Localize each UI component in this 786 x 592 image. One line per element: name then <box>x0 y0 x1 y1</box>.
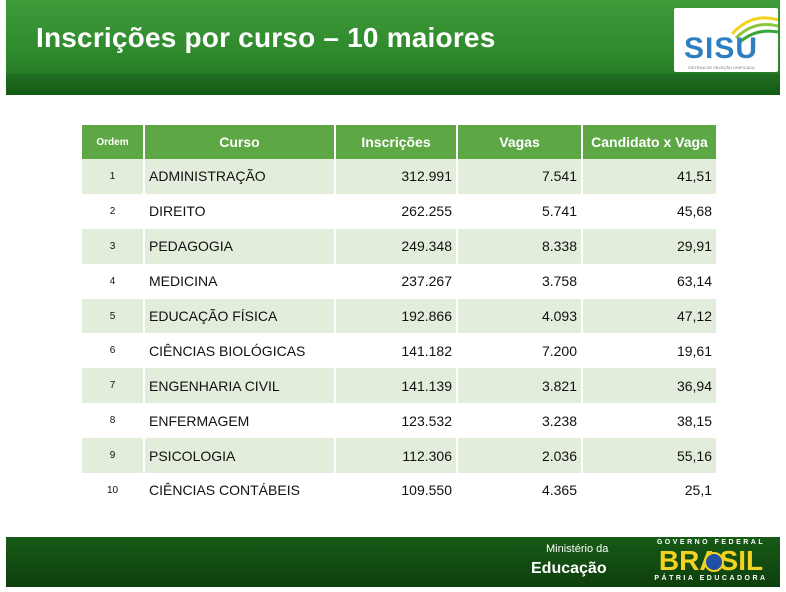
cell-curso: PSICOLOGIA <box>144 438 336 474</box>
cell-inscricoes: 237.267 <box>335 263 458 299</box>
cell-candidato-vaga: 63,14 <box>582 263 716 299</box>
cell-curso: CIÊNCIAS BIOLÓGICAS <box>144 333 336 369</box>
table-row: 5 EDUCAÇÃO FÍSICA 192.866 4.093 47,12 <box>82 298 716 334</box>
cell-candidato-vaga: 36,94 <box>582 368 716 404</box>
cell-inscricoes: 249.348 <box>335 228 458 264</box>
cell-inscricoes: 192.866 <box>335 298 458 334</box>
inscricoes-table: Ordem Curso Inscrições Vagas Candidato x… <box>82 125 716 508</box>
brasil-logo: GOVERNO FEDERAL BRASIL PÁTRIA EDUCADORA <box>646 539 776 584</box>
sisu-logo-subtitle: SISTEMA DE SELEÇÃO UNIFICADA <box>688 65 755 70</box>
sisu-logo: SISU SISTEMA DE SELEÇÃO UNIFICADA <box>674 8 778 72</box>
cell-vagas: 7.541 <box>457 159 583 194</box>
cell-candidato-vaga: 55,16 <box>582 438 716 474</box>
cell-candidato-vaga: 25,1 <box>582 473 716 508</box>
cell-candidato-vaga: 41,51 <box>582 159 716 194</box>
cell-candidato-vaga: 47,12 <box>582 298 716 334</box>
slide-title: Inscrições por curso – 10 maiores <box>36 22 496 53</box>
cell-ordem: 1 <box>82 159 145 194</box>
table-row: 1 ADMINISTRAÇÃO 312.991 7.541 41,51 <box>82 159 716 194</box>
cell-ordem: 2 <box>82 193 145 229</box>
cell-vagas: 7.200 <box>457 333 583 369</box>
cell-candidato-vaga: 29,91 <box>582 228 716 264</box>
cell-ordem: 8 <box>82 403 145 439</box>
header-inscricoes: Inscrições <box>335 125 458 159</box>
cell-ordem: 5 <box>82 298 145 334</box>
cell-candidato-vaga: 45,68 <box>582 193 716 229</box>
ministerio-label: Ministério da <box>546 543 609 555</box>
cell-curso: DIREITO <box>144 193 336 229</box>
cell-ordem: 6 <box>82 333 145 369</box>
cell-inscricoes: 312.991 <box>335 159 458 194</box>
cell-ordem: 4 <box>82 263 145 299</box>
header-vagas: Vagas <box>457 125 583 159</box>
cell-vagas: 2.036 <box>457 438 583 474</box>
cell-curso: MEDICINA <box>144 263 336 299</box>
table-row: 10 CIÊNCIAS CONTÁBEIS 109.550 4.365 25,1 <box>82 473 716 508</box>
cell-inscricoes: 141.139 <box>335 368 458 404</box>
table-row: 4 MEDICINA 237.267 3.758 63,14 <box>82 263 716 299</box>
cell-curso: EDUCAÇÃO FÍSICA <box>144 298 336 334</box>
table-row: 7 ENGENHARIA CIVIL 141.139 3.821 36,94 <box>82 368 716 404</box>
header-ordem: Ordem <box>82 125 145 159</box>
cell-vagas: 4.093 <box>457 298 583 334</box>
slide-footer: Ministério da Educação GOVERNO FEDERAL B… <box>6 537 780 587</box>
table-row: 6 CIÊNCIAS BIOLÓGICAS 141.182 7.200 19,6… <box>82 333 716 369</box>
cell-ordem: 7 <box>82 368 145 404</box>
table-row: 8 ENFERMAGEM 123.532 3.238 38,15 <box>82 403 716 439</box>
cell-inscricoes: 141.182 <box>335 333 458 369</box>
governo-federal-text: GOVERNO FEDERAL <box>656 539 766 546</box>
patria-educadora-text: PÁTRIA EDUCADORA <box>654 575 768 582</box>
cell-inscricoes: 123.532 <box>335 403 458 439</box>
cell-curso: CIÊNCIAS CONTÁBEIS <box>144 473 336 508</box>
cell-vagas: 3.758 <box>457 263 583 299</box>
cell-ordem: 3 <box>82 228 145 264</box>
cell-curso: ENFERMAGEM <box>144 403 336 439</box>
cell-ordem: 10 <box>82 473 145 508</box>
cell-inscricoes: 109.550 <box>335 473 458 508</box>
cell-curso: ENGENHARIA CIVIL <box>144 368 336 404</box>
cell-candidato-vaga: 38,15 <box>582 403 716 439</box>
table-header-row: Ordem Curso Inscrições Vagas Candidato x… <box>82 125 716 159</box>
cell-ordem: 9 <box>82 438 145 474</box>
cell-vagas: 3.821 <box>457 368 583 404</box>
cell-inscricoes: 262.255 <box>335 193 458 229</box>
educacao-label: Educação <box>531 560 607 577</box>
cell-inscricoes: 112.306 <box>335 438 458 474</box>
sisu-arc-icon <box>730 16 778 44</box>
table-row: 9 PSICOLOGIA 112.306 2.036 55,16 <box>82 438 716 474</box>
cell-curso: PEDAGOGIA <box>144 228 336 264</box>
table-row: 2 DIREITO 262.255 5.741 45,68 <box>82 193 716 229</box>
cell-vagas: 5.741 <box>457 193 583 229</box>
cell-vagas: 3.238 <box>457 403 583 439</box>
header-candidato-vaga: Candidato x Vaga <box>582 125 716 159</box>
header-curso: Curso <box>144 125 336 159</box>
cell-vagas: 4.365 <box>457 473 583 508</box>
table-row: 3 PEDAGOGIA 249.348 8.338 29,91 <box>82 228 716 264</box>
slide-header: Inscrições por curso – 10 maiores SISU S… <box>6 0 780 95</box>
sisu-logo-text: SISU <box>684 32 759 65</box>
header-band <box>6 74 780 95</box>
flag-globe-icon <box>704 552 724 572</box>
cell-candidato-vaga: 19,61 <box>582 333 716 369</box>
cell-curso: ADMINISTRAÇÃO <box>144 159 336 194</box>
cell-vagas: 8.338 <box>457 228 583 264</box>
